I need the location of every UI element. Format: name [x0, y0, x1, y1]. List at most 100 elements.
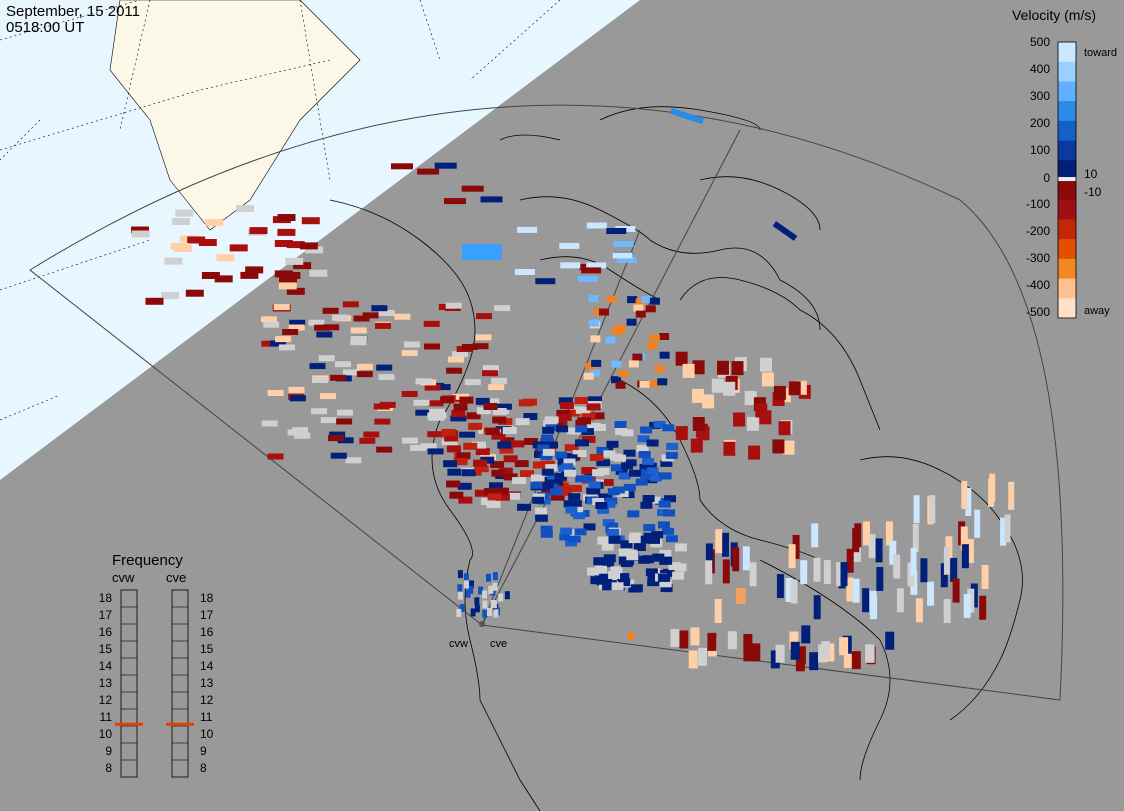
scatter-cell	[591, 359, 602, 367]
scatter-cell	[524, 438, 538, 445]
scatter-cell	[161, 292, 180, 300]
scatter-cell	[453, 403, 468, 411]
scatter-cell	[474, 489, 489, 497]
scatter-cell	[503, 455, 518, 463]
scatter-cell	[343, 369, 359, 376]
scatter-cell	[652, 553, 665, 562]
scatter-cell	[556, 409, 571, 417]
scatter-cell	[558, 397, 573, 405]
radar-label-cve: cve	[490, 638, 507, 650]
scatter-cell	[515, 418, 530, 426]
scatter-cell	[981, 565, 989, 589]
scatter-cell	[868, 534, 876, 559]
scatter-cell	[359, 437, 376, 444]
scatter-cell	[328, 435, 344, 442]
scatter-cell	[760, 357, 772, 372]
scatter-cell	[773, 385, 786, 400]
colorbar-segment	[1058, 219, 1076, 240]
scatter-cell	[604, 580, 617, 589]
scatter-cell	[733, 412, 746, 427]
scatter-cell	[577, 275, 598, 282]
scatter-cell	[466, 412, 481, 420]
scatter-cell	[245, 266, 264, 274]
scatter-cell	[376, 446, 393, 453]
scatter-cell	[608, 535, 621, 544]
scatter-cell	[776, 574, 784, 599]
scatter-cell	[491, 432, 506, 440]
scatter-cell	[229, 244, 248, 252]
scatter-cell	[772, 221, 798, 241]
colorbar-tick-label: -10	[1084, 185, 1102, 199]
scatter-cell	[305, 246, 324, 254]
scatter-cell	[639, 380, 650, 388]
scatter-cell	[483, 398, 500, 405]
scatter-cell	[289, 395, 306, 402]
scatter-cell	[401, 350, 418, 357]
scatter-cell	[920, 558, 928, 583]
colorbar-segment	[1058, 258, 1076, 280]
scatter-cell	[885, 631, 895, 650]
scatter-cell	[618, 578, 631, 587]
scatter-cell	[299, 242, 318, 250]
scatter-cell	[457, 591, 463, 600]
scatter-cell	[279, 344, 295, 351]
scatter-cell	[535, 514, 548, 522]
scatter-cell	[912, 524, 919, 552]
colorbar-segment	[1058, 180, 1076, 201]
scatter-cell	[910, 547, 917, 576]
scatter-cell	[495, 493, 510, 501]
scatter-cell	[494, 305, 511, 312]
scatter-cell	[482, 370, 498, 377]
scatter-cell	[510, 440, 525, 448]
scatter-cell	[270, 340, 287, 347]
scatter-cell	[356, 363, 373, 370]
scatter-cell	[813, 557, 821, 582]
scatter-cell	[597, 536, 610, 545]
scatter-cell	[582, 428, 594, 436]
frequency-level-label: 14	[99, 659, 113, 673]
scatter-cell	[596, 459, 611, 467]
colorbar-segment	[1058, 160, 1076, 181]
scatter-cell	[482, 590, 487, 599]
scatter-cell	[722, 532, 729, 557]
scatter-cell	[434, 384, 451, 391]
scatter-cell	[621, 429, 634, 437]
scatter-cell	[967, 588, 975, 613]
scatter-cell	[267, 390, 284, 396]
scatter-cell	[261, 340, 278, 347]
scatter-cell	[635, 478, 648, 486]
scatter-cell	[618, 370, 629, 378]
scatter-cell	[643, 524, 656, 532]
scatter-cell	[474, 597, 480, 606]
scatter-cell	[742, 546, 750, 571]
scatter-cell	[1000, 517, 1007, 546]
colorbar-tick-label: -500	[1026, 305, 1050, 319]
scatter-cell	[823, 560, 831, 585]
scatter-cell	[782, 440, 795, 455]
scatter-cell	[788, 381, 801, 396]
date-label: September, 15 2011	[6, 3, 140, 20]
scatter-cell	[974, 509, 981, 538]
scatter-cell	[456, 452, 471, 460]
colorbar-segment	[1058, 140, 1076, 161]
scatter-cell	[715, 529, 723, 554]
scatter-cell	[640, 426, 653, 434]
colorbar-segment	[1058, 61, 1076, 82]
frequency-level-label: 10	[99, 727, 113, 741]
scatter-cell	[480, 196, 503, 203]
scatter-cell	[840, 562, 848, 587]
scatter-cell	[599, 479, 614, 486]
scatter-cell	[705, 560, 713, 585]
scatter-cell	[641, 296, 652, 304]
scatter-cell	[350, 339, 367, 346]
frequency-level-label: 8	[200, 761, 207, 775]
scatter-cell	[800, 560, 808, 585]
scatter-cell	[755, 403, 768, 418]
scatter-cell	[474, 604, 480, 613]
scatter-cell	[185, 289, 204, 297]
scatter-cell	[312, 377, 328, 383]
scatter-cell	[457, 570, 463, 579]
scatter-cell	[480, 456, 495, 464]
scatter-cell	[746, 416, 759, 431]
scatter-cell	[336, 418, 353, 425]
